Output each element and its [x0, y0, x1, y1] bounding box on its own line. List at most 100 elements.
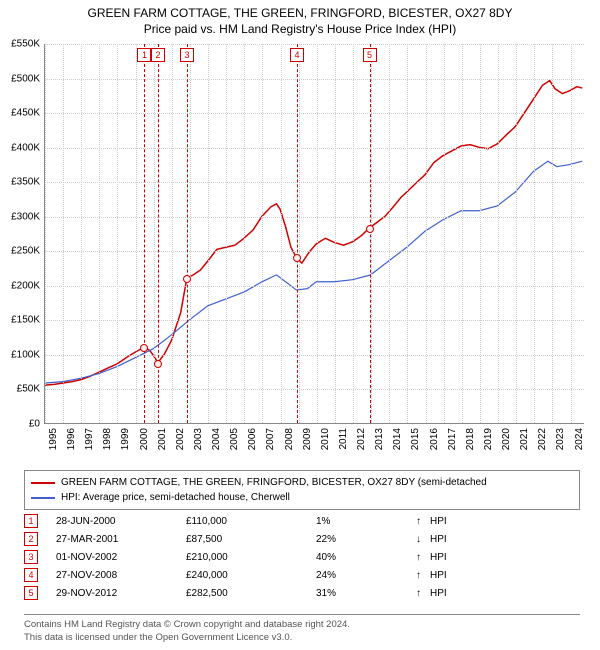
- gridline-vertical: [480, 44, 481, 423]
- gridline-vertical: [516, 44, 517, 423]
- footer-line2: This data is licensed under the Open Gov…: [24, 632, 580, 644]
- gridline-vertical: [99, 44, 100, 423]
- sale-hpi-label: HPI: [430, 588, 470, 599]
- sale-dot: [154, 360, 162, 368]
- sale-marker-box: 2: [151, 48, 165, 62]
- legend: GREEN FARM COTTAGE, THE GREEN, FRINGFORD…: [24, 470, 580, 510]
- y-axis: £0£50K£100K£150K£200K£250K£300K£350K£400…: [0, 44, 42, 424]
- legend-row: HPI: Average price, semi-detached house,…: [31, 490, 573, 505]
- sale-arrow-icon: ↑: [416, 516, 430, 527]
- line-series-svg: [45, 44, 584, 423]
- sale-date: 27-MAR-2001: [56, 534, 186, 545]
- sale-marker-box: 5: [363, 48, 377, 62]
- sale-price: £282,500: [186, 588, 316, 599]
- legend-swatch: [31, 482, 55, 484]
- chart-container: GREEN FARM COTTAGE, THE GREEN, FRINGFORD…: [0, 0, 600, 650]
- legend-row: GREEN FARM COTTAGE, THE GREEN, FRINGFORD…: [31, 475, 573, 490]
- gridline-horizontal: [45, 182, 584, 183]
- x-tick-label: 2011: [338, 428, 349, 450]
- gridline-horizontal: [45, 44, 584, 45]
- sale-date: 27-NOV-2008: [56, 570, 186, 581]
- sale-row: 529-NOV-2012£282,50031%↑HPI: [24, 584, 580, 602]
- sale-marker-box: 3: [180, 48, 194, 62]
- y-tick-label: £150K: [0, 315, 40, 326]
- gridline-vertical: [462, 44, 463, 423]
- gridline-vertical: [190, 44, 191, 423]
- y-tick-label: £500K: [0, 73, 40, 84]
- sale-row: 301-NOV-2002£210,00040%↑HPI: [24, 548, 580, 566]
- x-tick-label: 2009: [302, 428, 313, 450]
- sale-row: 2 27-MAR-2001£87,50022%↓HPI: [24, 530, 580, 548]
- gridline-vertical: [281, 44, 282, 423]
- gridline-vertical: [335, 44, 336, 423]
- y-tick-label: £0: [0, 419, 40, 430]
- sale-number-box: 5: [24, 586, 38, 600]
- gridline-vertical: [426, 44, 427, 423]
- sale-number-box: 2: [24, 532, 38, 546]
- sale-arrow-icon: ↑: [416, 552, 430, 563]
- gridline-horizontal: [45, 320, 584, 321]
- sale-dot: [140, 344, 148, 352]
- x-tick-label: 1997: [84, 428, 95, 450]
- title-line1: GREEN FARM COTTAGE, THE GREEN, FRINGFORD…: [0, 6, 600, 22]
- gridline-vertical: [371, 44, 372, 423]
- y-tick-label: £400K: [0, 142, 40, 153]
- gridline-vertical: [117, 44, 118, 423]
- x-tick-label: 2023: [555, 428, 566, 450]
- x-tick-label: 2018: [465, 428, 476, 450]
- x-tick-label: 2007: [265, 428, 276, 450]
- gridline-horizontal: [45, 113, 584, 114]
- x-tick-label: 1999: [120, 428, 131, 450]
- x-tick-label: 2015: [410, 428, 421, 450]
- sale-number-box: 4: [24, 568, 38, 582]
- sale-hpi-label: HPI: [430, 570, 470, 581]
- gridline-vertical: [299, 44, 300, 423]
- sale-price: £210,000: [186, 552, 316, 563]
- sale-date: 28-JUN-2000: [56, 516, 186, 527]
- x-tick-label: 2006: [247, 428, 258, 450]
- gridline-horizontal: [45, 355, 584, 356]
- gridline-vertical: [552, 44, 553, 423]
- x-tick-label: 2016: [429, 428, 440, 450]
- x-tick-label: 2010: [320, 428, 331, 450]
- x-tick-label: 2002: [175, 428, 186, 450]
- x-axis: 1995199619971998199920002001200220032004…: [44, 426, 584, 466]
- series-hpi: [45, 161, 582, 383]
- y-tick-label: £550K: [0, 39, 40, 50]
- gridline-horizontal: [45, 389, 584, 390]
- y-tick-label: £200K: [0, 280, 40, 291]
- legend-label: HPI: Average price, semi-detached house,…: [61, 490, 290, 505]
- sale-number-box: 1: [24, 514, 38, 528]
- sale-row: 128-JUN-2000£110,0001%↑HPI: [24, 512, 580, 530]
- sale-arrow-icon: ↓: [416, 534, 430, 545]
- legend-label: GREEN FARM COTTAGE, THE GREEN, FRINGFORD…: [61, 475, 487, 490]
- x-tick-label: 2021: [519, 428, 530, 450]
- gridline-horizontal: [45, 148, 584, 149]
- gridline-horizontal: [45, 251, 584, 252]
- x-tick-label: 1995: [48, 428, 59, 450]
- x-tick-label: 2001: [157, 428, 168, 450]
- sale-marker-line: [144, 44, 145, 423]
- sale-marker-line: [187, 44, 188, 423]
- y-tick-label: £300K: [0, 211, 40, 222]
- sale-pct: 22%: [316, 534, 416, 545]
- y-tick-label: £350K: [0, 177, 40, 188]
- sale-arrow-icon: ↑: [416, 570, 430, 581]
- x-tick-label: 2017: [447, 428, 458, 450]
- x-tick-label: 2019: [483, 428, 494, 450]
- sale-dot: [183, 275, 191, 283]
- sale-price: £240,000: [186, 570, 316, 581]
- gridline-vertical: [226, 44, 227, 423]
- sale-price: £87,500: [186, 534, 316, 545]
- x-tick-label: 2004: [211, 428, 222, 450]
- sale-hpi-label: HPI: [430, 534, 470, 545]
- sale-hpi-label: HPI: [430, 516, 470, 527]
- sale-pct: 31%: [316, 588, 416, 599]
- x-tick-label: 2022: [537, 428, 548, 450]
- gridline-vertical: [571, 44, 572, 423]
- gridline-vertical: [208, 44, 209, 423]
- x-tick-label: 2024: [574, 428, 585, 450]
- sale-row: 427-NOV-2008£240,00024%↑HPI: [24, 566, 580, 584]
- footer: Contains HM Land Registry data © Crown c…: [24, 614, 580, 644]
- gridline-vertical: [498, 44, 499, 423]
